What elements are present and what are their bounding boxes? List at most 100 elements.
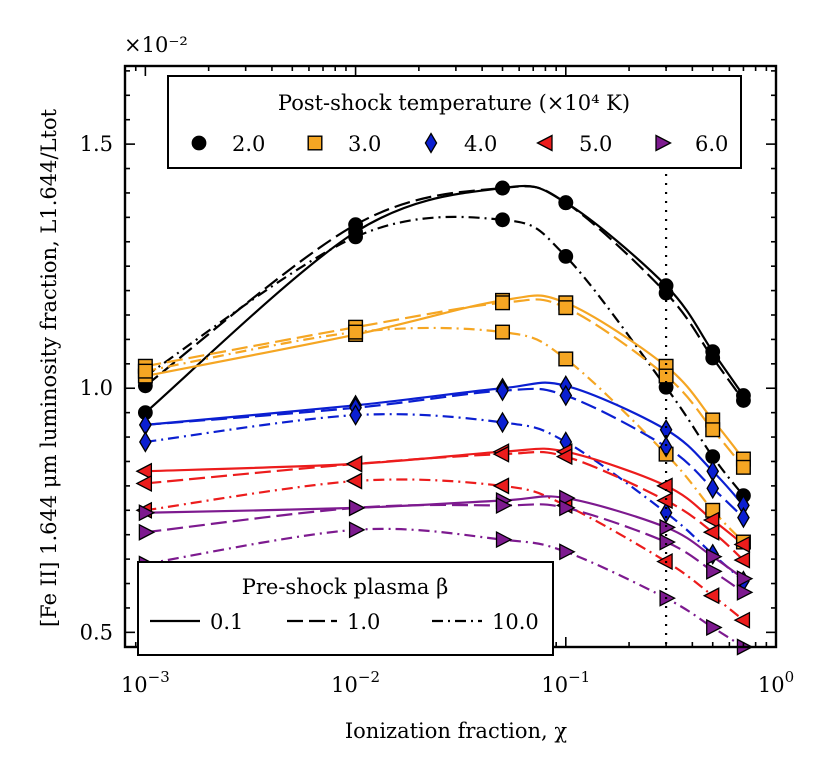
data-point-T6.0-beta1.0-x0.7 [736,583,754,601]
ticks-layer: 10−3 10−2 10−1 100 0.5 1.0 1.5 [80,66,794,697]
markers-layer [135,180,754,656]
data-point-T5.0-beta1.0-x0.05 [492,445,510,463]
y-tick-label: 0.5 [80,620,113,644]
series-line-T6.0-beta0.1 [145,495,745,580]
legend-label-T6.0: 6.0 [695,132,728,156]
y-axis-label: [Fe II] 1.644 μm luminosity fraction, L1… [37,108,61,627]
series-line-T3.0-beta0.1 [145,294,745,460]
legend-beta-box [137,561,554,656]
series-line-T6.0-beta1.0 [145,503,745,594]
data-point-T5.0-beta0.1-x0.001 [135,462,153,480]
data-point-T4.0-beta1.0-x0.5 [706,477,720,500]
data-point-T5.0-beta1.0-x0.1 [555,448,573,466]
data-point-T6.0-beta0.1-x0.001 [138,504,156,522]
series-line-T2.0-beta0.1 [144,184,745,414]
legend-marker-T4.0 [424,132,438,154]
y-tick-label: 1.0 [80,376,113,400]
data-point-T3.0-beta10.0-x0.05 [495,324,511,340]
legend-beta-title: Pre-shock plasma β [242,575,449,599]
data-point-T6.0-beta10.0-x0.05 [495,531,513,549]
legend-marker-T6.0 [655,134,672,152]
legend-marker-T5.0 [536,134,553,152]
data-point-T2.0-beta1.0-x0.3 [658,285,674,301]
data-point-T5.0-beta10.0-x0.05 [492,477,510,495]
data-point-T4.0-beta1.0-x0.05 [496,379,509,402]
legend-temperature: Post-shock temperature (×10⁴ K) 2.0 3.0 4.… [167,75,742,169]
legend-label-T2.0: 2.0 [232,132,265,156]
data-point-T2.0-beta1.0-x0.05 [495,180,510,196]
series-line-T2.0-beta10.0 [144,215,745,497]
y-multiplier-label: ×10⁻² [124,33,188,57]
x-tick-label: 100 [758,668,794,697]
data-point-T2.0-beta10.0-x0.05 [495,212,510,228]
data-point-T5.0-beta0.1-x0.5 [702,511,720,529]
data-point-T4.0-beta1.0-x0.1 [559,384,573,407]
data-point-T6.0-beta1.0-x0.01 [348,499,366,517]
data-point-T6.0-beta0.1-x0.5 [706,548,723,566]
data-point-T5.0-beta1.0-x0.001 [135,474,153,493]
legend-beta: Pre-shock plasma β 0.1 1.0 10.0 [137,561,554,656]
data-point-T6.0-beta1.0-x0.1 [559,499,576,517]
series-line-T4.0-beta1.0 [145,387,745,519]
data-point-T5.0-beta10.0-x0.01 [345,472,363,490]
series-line-T4.0-beta10.0 [145,413,745,582]
curves-layer [144,184,745,647]
legend-temperature-title: Post-shock temperature (×10⁴ K) [278,91,630,115]
data-point-T5.0-beta1.0-x0.3 [656,491,673,510]
data-point-T3.0-beta10.0-x0.001 [137,363,153,379]
y-tick-label: 1.5 [80,132,113,156]
x-tick-label: 10−1 [541,668,590,697]
data-point-T2.0-beta1.0-x0.5 [705,350,721,366]
data-point-T4.0-beta10.0-x0.05 [496,411,509,434]
data-point-T6.0-beta10.0-x0.01 [348,521,366,539]
legend-marker-T3.0 [307,135,323,151]
x-axis-label: Ionization fraction, χ [345,719,568,743]
data-point-T4.0-beta10.0-x0.001 [139,431,152,453]
series-line-T5.0-beta1.0 [145,450,745,561]
data-point-T2.0-beta10.0-x0.1 [558,249,574,264]
legend-label-T3.0: 3.0 [348,132,381,156]
data-point-T6.0-beta1.0-x0.001 [138,523,156,541]
legend-marker-T2.0 [191,135,207,151]
data-point-T5.0-beta1.0-x0.7 [733,551,751,569]
data-point-T6.0-beta10.0-x0.5 [706,618,723,637]
data-point-T2.0-beta1.0-x0.1 [558,195,574,211]
x-tick-label: 10−3 [121,668,170,697]
data-point-T5.0-beta0.1-x0.7 [733,535,751,554]
x-tick-label: 10−2 [331,668,380,697]
series-line-T4.0-beta0.1 [145,381,745,507]
data-point-T4.0-beta10.0-x0.3 [659,501,673,524]
data-point-T6.0-beta1.0-x0.5 [706,562,723,580]
legend-label-T5.0: 5.0 [579,132,612,156]
data-point-T3.0-beta1.0-x0.7 [735,459,751,475]
legend-label-T4.0: 4.0 [464,132,497,156]
data-point-T4.0-beta1.0-x0.3 [659,436,673,458]
data-point-T6.0-beta0.1-x0.3 [659,518,677,536]
data-point-T6.0-beta1.0-x0.05 [495,496,513,514]
series-line-T3.0-beta1.0 [145,298,745,469]
data-point-T5.0-beta10.0-x0.7 [733,611,751,629]
data-point-T2.0-beta1.0-x0.7 [736,393,751,408]
data-point-T3.0-beta1.0-x0.05 [495,295,511,311]
legend-temperature-box [167,75,742,169]
data-point-T6.0-beta10.0-x0.3 [659,589,677,607]
series-line-T2.0-beta1.0 [144,185,745,402]
data-point-T3.0-beta10.0-x0.01 [348,324,364,340]
data-point-T3.0-beta1.0-x0.5 [705,422,721,438]
data-point-T3.0-beta1.0-x0.1 [558,300,574,316]
series-line-T5.0-beta0.1 [145,447,745,546]
data-point-T5.0-beta10.0-x0.3 [656,552,673,571]
data-point-T5.0-beta1.0-x0.01 [345,455,363,473]
data-point-T5.0-beta0.1-x0.3 [656,477,673,495]
data-point-T4.0-beta10.0-x0.01 [349,404,362,426]
series-line-T3.0-beta10.0 [145,326,745,543]
data-point-T6.0-beta10.0-x0.1 [559,543,576,561]
legend-label-beta1.0: 1.0 [347,610,380,634]
data-point-T2.0-beta1.0-x0.01 [348,217,363,233]
data-point-T4.0-beta1.0-x0.7 [737,506,750,529]
data-point-T6.0-beta1.0-x0.3 [659,533,677,551]
series-line-T6.0-beta10.0 [145,527,745,647]
series-line-T5.0-beta10.0 [145,478,745,622]
data-point-T3.0-beta1.0-x0.3 [658,368,674,384]
